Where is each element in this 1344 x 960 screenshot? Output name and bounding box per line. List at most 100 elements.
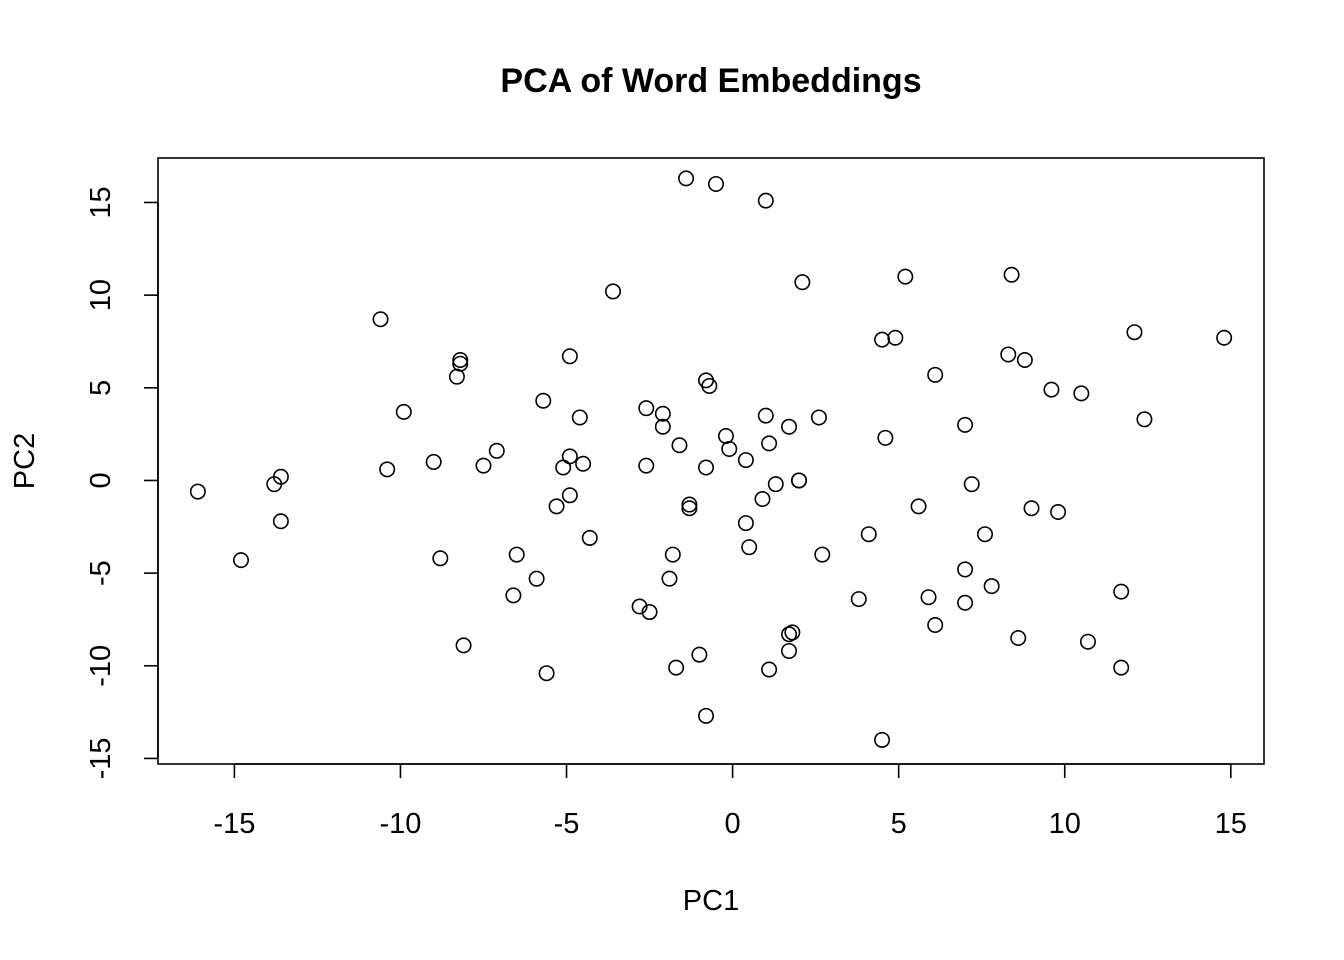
data-point [860,526,877,543]
data-point [737,515,754,532]
data-point [1073,385,1090,402]
data-point [681,496,698,513]
data-point [379,461,396,478]
x-tick-label: 0 [725,808,741,840]
data-point [452,355,469,372]
data-point [272,468,289,485]
y-tick-label: 5 [85,380,117,396]
data-point [781,642,798,659]
data-point [810,409,827,426]
data-point [874,731,891,748]
data-point [561,348,578,365]
data-point [432,550,449,567]
data-point [957,594,974,611]
data-point [488,442,505,459]
data-point [528,570,545,587]
plot-frame [157,157,1265,765]
data-point [372,311,389,328]
data-point [671,437,688,454]
data-point [737,452,754,469]
x-tick-label: -5 [554,808,580,840]
data-point [701,377,718,394]
data-point [1016,351,1033,368]
data-point [575,455,592,472]
y-tick-label: -10 [85,645,117,687]
data-point [850,591,867,608]
data-point [754,490,771,507]
data-point [957,416,974,433]
y-tick-label: 15 [85,186,117,218]
data-point [638,457,655,474]
data-point [781,418,798,435]
y-axis-label: PC2 [9,433,41,489]
data-point [1023,500,1040,517]
x-tick-label: -10 [379,808,421,840]
y-tick-label: -15 [85,737,117,779]
data-point [757,192,774,209]
data-point [761,435,778,452]
data-point [1136,411,1153,428]
data-point [874,331,891,348]
data-point [1079,633,1096,650]
data-point [678,170,695,187]
data-point [1113,583,1130,600]
x-axis: -15 -10 -5 0 5 10 15 [213,763,1247,840]
data-point [548,498,565,515]
data-point [189,483,206,500]
data-point [877,429,894,446]
data-point [1216,329,1233,346]
data-point [927,617,944,634]
data-point [425,453,442,470]
y-tick-label: 0 [85,472,117,488]
data-point [757,407,774,424]
data-point [538,665,555,682]
y-axis: -15 -10 -5 0 5 10 15 [85,186,159,779]
data-point [508,546,525,563]
data-point [505,587,522,604]
data-point [1010,629,1027,646]
data-point [794,274,811,291]
data-point [561,448,578,465]
data-point [741,539,758,556]
data-point [452,351,469,368]
data-point [631,598,648,615]
y-tick-label: -5 [85,560,117,586]
data-point [691,646,708,663]
data-point [781,626,798,643]
data-point [581,529,598,546]
data-point [814,546,831,563]
data-point [555,459,572,476]
data-point [654,418,671,435]
data-point [641,604,658,621]
x-axis-label: PC1 [683,885,739,917]
data-points [189,170,1233,748]
data-point [761,661,778,678]
data-point [395,403,412,420]
data-point [661,570,678,587]
data-point [897,268,914,285]
data-point [784,624,801,641]
x-tick-label: 10 [1049,808,1081,840]
data-point [455,637,472,654]
data-point [977,526,994,543]
data-point [887,329,904,346]
data-point [767,476,784,493]
data-point [910,498,927,515]
x-tick-label: 5 [891,808,907,840]
data-point [448,368,465,385]
x-tick-label: 15 [1215,808,1247,840]
x-tick-label: -15 [213,808,255,840]
data-point [698,459,715,476]
data-point [927,366,944,383]
data-point [233,552,250,569]
data-point [654,405,671,422]
chart-title: PCA of Word Embeddings [500,62,921,100]
data-point [681,500,698,517]
data-point [1126,324,1143,341]
data-point [1043,381,1060,398]
data-point [664,546,681,563]
data-point [983,578,1000,595]
data-point [698,707,715,724]
data-point [638,400,655,417]
